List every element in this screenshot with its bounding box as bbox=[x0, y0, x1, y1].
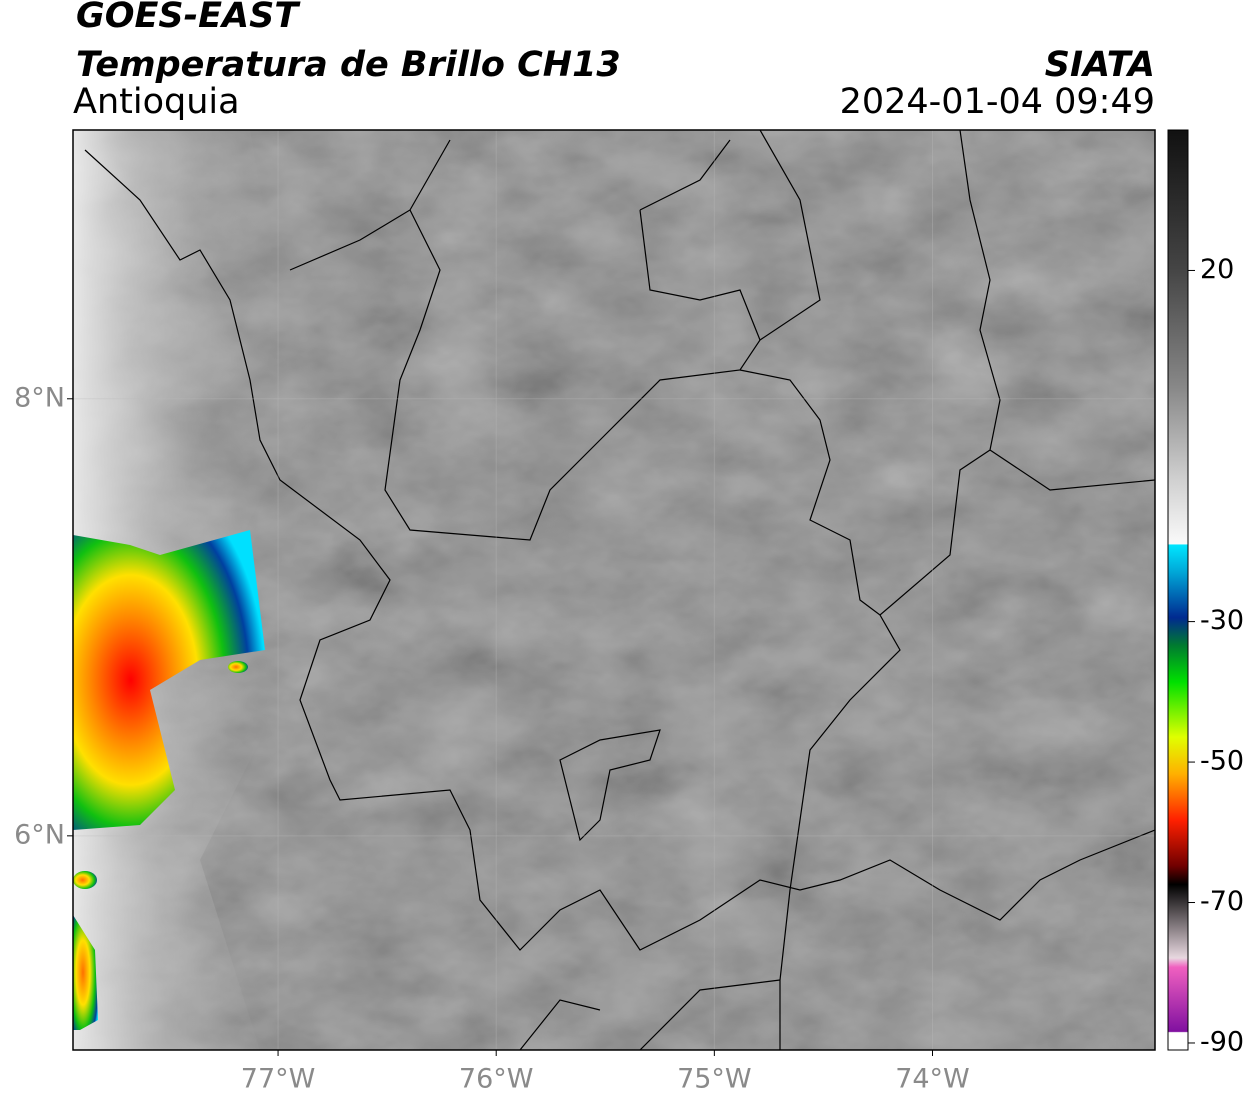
department-border bbox=[289, 130, 821, 541]
colorbar-tick-label: -90 bbox=[1200, 1026, 1244, 1057]
grid-layer bbox=[73, 130, 1155, 1050]
y-tick-label: 8°N bbox=[14, 382, 65, 413]
x-tick-label: 75°W bbox=[677, 1064, 752, 1095]
map-frame bbox=[72, 129, 1156, 1051]
convective-storm bbox=[73, 915, 98, 1030]
product-title: Temperatura de Brillo CH13 bbox=[76, 45, 621, 85]
convective-storm bbox=[73, 530, 265, 830]
department-border bbox=[779, 449, 1155, 1050]
department-border bbox=[84, 149, 1155, 951]
x-tick-label: 74°W bbox=[895, 1064, 970, 1095]
x-tick-label: 76°W bbox=[459, 1064, 534, 1095]
colorbar bbox=[1167, 129, 1189, 1051]
datetime-label: 2024-01-04 09:49 bbox=[840, 82, 1155, 122]
y-tick-label: 6°N bbox=[14, 819, 65, 850]
colorbar-tick-label: -70 bbox=[1200, 886, 1244, 917]
colorbar-tick-label: -30 bbox=[1200, 605, 1244, 636]
department-border bbox=[639, 130, 1001, 616]
colorbar-tick-label: 20 bbox=[1200, 254, 1234, 285]
convective-cell bbox=[228, 661, 248, 673]
convective-cell bbox=[73, 871, 97, 889]
x-tick-label: 77°W bbox=[241, 1064, 316, 1095]
region-label: Antioquia bbox=[73, 82, 240, 122]
municipality-border bbox=[559, 729, 661, 842]
colorbar-tick-label: -50 bbox=[1200, 746, 1244, 777]
satellite-title: GOES-EAST bbox=[76, 0, 301, 36]
source-label: SIATA bbox=[1045, 45, 1155, 85]
map-image bbox=[73, 130, 1155, 1050]
department-border bbox=[519, 979, 781, 1050]
